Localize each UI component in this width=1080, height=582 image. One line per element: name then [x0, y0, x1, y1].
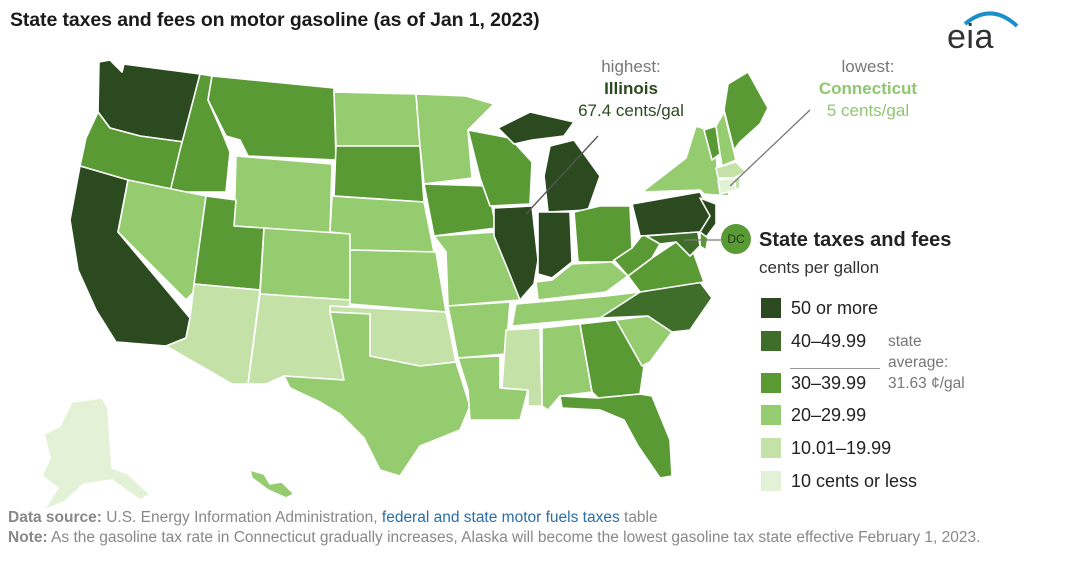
- legend-item: 50 or more: [761, 297, 878, 319]
- highest-callout-line: [525, 135, 599, 215]
- state-michigan[interactable]: [543, 139, 601, 213]
- state-arkansas[interactable]: [447, 301, 511, 359]
- lowest-label: lowest:: [841, 57, 895, 76]
- state-alaska[interactable]: [41, 397, 151, 511]
- legend-swatch: [761, 331, 781, 351]
- legend-swatch: [761, 405, 781, 425]
- dc-badge[interactable]: DC: [721, 224, 751, 254]
- legend-item: 10 cents or less: [761, 470, 917, 492]
- state-hawaii[interactable]: [249, 469, 295, 499]
- highest-state: Illinois: [604, 79, 658, 98]
- highest-label: highest:: [601, 57, 661, 76]
- legend-label: 10 cents or less: [791, 470, 918, 491]
- state-florida[interactable]: [559, 393, 673, 479]
- source-label: Data source:: [8, 509, 102, 526]
- state-north-dakota[interactable]: [333, 91, 421, 147]
- state-wyoming[interactable]: [233, 155, 333, 235]
- highest-value: 67.4 cents/gal: [578, 101, 684, 120]
- state-south-dakota[interactable]: [333, 145, 425, 203]
- legend-item: 30–39.99: [761, 372, 866, 394]
- lowest-value: 5 cents/gal: [826, 101, 910, 120]
- lowest-callout: lowest: Connecticut 5 cents/gal: [788, 56, 948, 122]
- legend-item: 20–29.99: [761, 404, 866, 426]
- average-note-line: state: [888, 333, 922, 350]
- legend-subtitle: cents per gallon: [759, 258, 880, 277]
- footnote: Note: As the gasoline tax rate in Connec…: [8, 528, 1076, 547]
- state-michigan-upper[interactable]: [497, 111, 575, 145]
- average-note: state average: 31.63 ¢/gal: [888, 331, 965, 394]
- average-note-line: 31.63 ¢/gal: [888, 375, 965, 392]
- state-illinois[interactable]: [493, 205, 539, 301]
- state-connecticut[interactable]: [717, 177, 737, 195]
- eia-logo: eia: [943, 6, 1023, 58]
- legend-label: 10.01–19.99: [791, 437, 892, 458]
- highest-callout: highest: Illinois 67.4 cents/gal: [556, 56, 706, 122]
- lowest-callout-line: [729, 109, 811, 187]
- legend-swatch: [761, 373, 781, 393]
- average-note-line: average:: [888, 354, 949, 371]
- legend-label: 20–29.99: [791, 404, 867, 425]
- source-link[interactable]: federal and state motor fuels taxes: [381, 509, 620, 526]
- state-nevada[interactable]: [117, 179, 207, 301]
- logo-text: eia: [947, 18, 994, 56]
- state-new-hampshire[interactable]: [715, 111, 737, 167]
- state-louisiana[interactable]: [457, 355, 529, 421]
- legend-item: 10.01–19.99: [761, 437, 891, 459]
- page-title: State taxes and fees on motor gasoline (…: [10, 9, 540, 31]
- legend-swatch: [761, 298, 781, 318]
- legend-label: 40–49.99: [791, 330, 867, 351]
- state-maryland[interactable]: [645, 231, 701, 257]
- legend-item: 40–49.99: [761, 330, 866, 352]
- lowest-state: Connecticut: [818, 79, 918, 98]
- logo-arc-icon: [963, 11, 1019, 28]
- note-text: As the gasoline tax rate in Connecticut …: [47, 529, 981, 546]
- state-minnesota[interactable]: [415, 93, 495, 185]
- average-marker-line: [790, 368, 880, 369]
- legend-swatch: [761, 438, 781, 458]
- state-texas[interactable]: [283, 311, 471, 477]
- state-delaware[interactable]: [699, 231, 709, 251]
- legend-label: 50 or more: [791, 297, 879, 318]
- legend-swatch: [761, 471, 781, 491]
- source-tail: table: [619, 509, 658, 526]
- state-indiana[interactable]: [537, 211, 573, 279]
- state-kentucky[interactable]: [535, 261, 629, 301]
- source-text: U.S. Energy Information Administration,: [101, 509, 382, 526]
- state-massachusetts[interactable]: [715, 161, 747, 179]
- state-kansas[interactable]: [349, 249, 447, 313]
- state-mississippi[interactable]: [501, 327, 543, 407]
- state-maine[interactable]: [723, 71, 769, 151]
- state-colorado[interactable]: [259, 227, 353, 301]
- legend-label: 30–39.99: [791, 372, 867, 393]
- note-label: Note:: [8, 529, 48, 546]
- data-source: Data source: U.S. Energy Information Adm…: [8, 508, 658, 527]
- legend-title: State taxes and fees: [759, 229, 952, 251]
